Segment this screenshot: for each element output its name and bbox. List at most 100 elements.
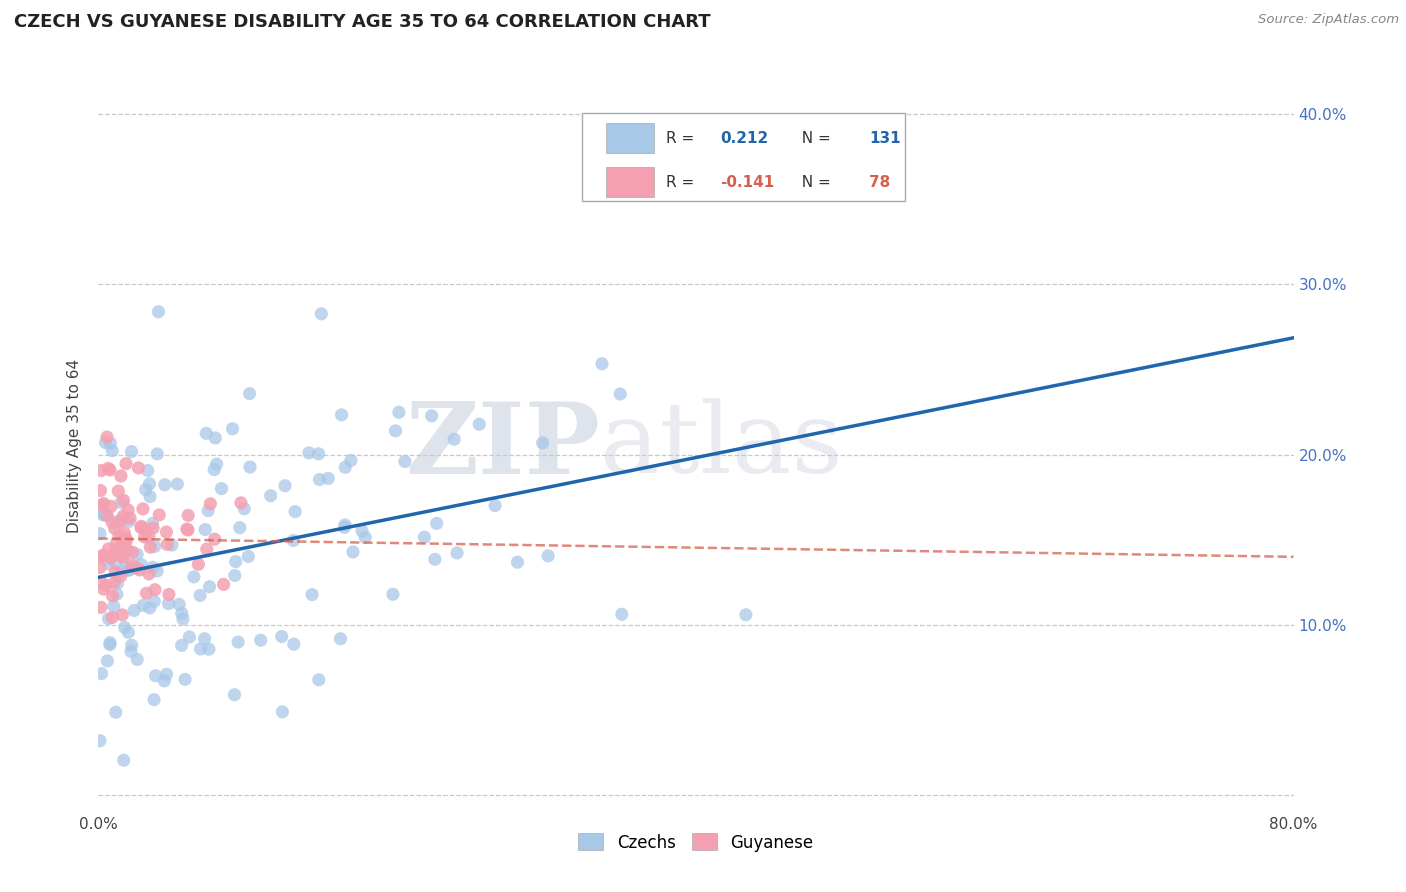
Point [96,430,118,444]
Point [104,521,127,535]
Point [118,563,141,577]
Point [172,612,194,626]
Point [115,557,138,571]
Point [120,644,142,658]
Point [446,546,468,560]
Point [138,476,160,491]
Point [89,549,111,564]
Point [93,497,115,511]
Point [105,587,128,601]
Point [122,603,145,617]
Point [91,500,114,514]
Point [212,577,235,591]
Point [329,632,352,646]
Point [155,667,177,681]
Point [105,537,128,551]
Point [157,597,180,611]
Point [103,599,125,614]
Point [384,424,406,438]
Point [100,551,122,566]
Text: N =: N = [792,175,835,190]
Point [197,503,219,517]
Point [413,530,436,544]
Point [609,387,631,401]
Point [388,405,411,419]
Point [146,564,169,578]
Point [333,520,356,534]
Text: ZIP: ZIP [405,398,600,494]
Point [160,538,183,552]
Point [143,692,166,706]
Point [127,461,149,475]
Legend: Czechs, Guyanese: Czechs, Guyanese [572,827,820,858]
Point [229,496,252,510]
Point [484,499,506,513]
Point [205,457,228,471]
Point [229,521,252,535]
Text: Source: ZipAtlas.com: Source: ZipAtlas.com [1258,13,1399,27]
Point [128,563,150,577]
Point [155,524,177,539]
Point [610,607,633,622]
Point [735,607,758,622]
Point [111,514,134,528]
Point [156,537,179,551]
Point [146,447,169,461]
Point [193,632,215,646]
Point [170,607,193,621]
Point [135,523,157,537]
Point [115,457,138,471]
Point [153,477,176,491]
Point [166,477,188,491]
Point [195,542,218,557]
Point [104,548,127,562]
Point [423,552,446,566]
Point [111,533,134,547]
Point [127,652,149,666]
Point [107,546,129,560]
Point [94,435,117,450]
Point [135,586,157,600]
Point [90,575,112,590]
Point [110,469,132,483]
Point [224,688,246,702]
Point [129,520,152,534]
Point [135,483,157,497]
Point [420,409,443,423]
Y-axis label: Disability Age 35 to 64: Disability Age 35 to 64 [67,359,83,533]
Point [104,565,127,579]
Point [354,530,377,544]
Point [284,505,307,519]
Point [143,540,166,554]
Point [308,673,330,687]
Point [132,599,155,613]
Point [104,556,127,570]
Point [89,526,111,541]
Point [316,471,339,485]
Point [198,580,221,594]
Point [132,502,155,516]
Point [226,635,249,649]
Point [89,483,111,498]
Point [537,549,560,563]
Point [138,566,160,581]
Point [238,549,260,564]
Text: 78: 78 [869,175,890,190]
Point [97,541,120,556]
Point [111,607,134,622]
Point [204,431,226,445]
Point [200,497,222,511]
Point [342,545,364,559]
Point [96,508,118,523]
Point [531,436,554,450]
Text: atlas: atlas [600,398,844,494]
Point [90,666,112,681]
Point [89,733,111,747]
Point [283,533,305,548]
Point [224,568,246,582]
Point [117,503,139,517]
Point [153,673,176,688]
Text: CZECH VS GUYANESE DISABILITY AGE 35 TO 64 CORRELATION CHART: CZECH VS GUYANESE DISABILITY AGE 35 TO 6… [14,13,710,31]
Point [183,570,205,584]
Point [238,386,260,401]
